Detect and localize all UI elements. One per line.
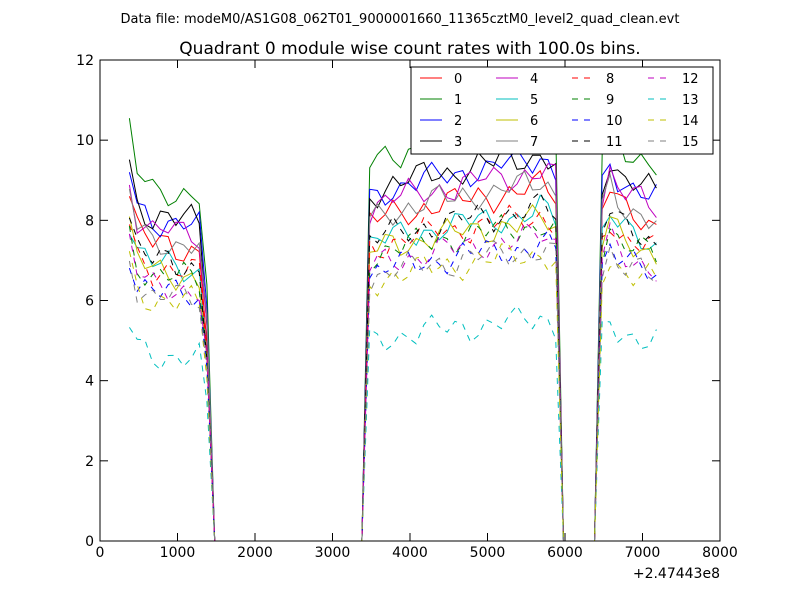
legend-label-9: 9 [606,93,614,108]
y-tick-label: 0 [85,534,94,550]
x-tick-label: 6000 [547,545,583,561]
legend-label-6: 6 [530,114,538,129]
legend-label-4: 4 [530,72,538,87]
y-tick-label: 8 [85,213,94,229]
x-tick-label: 5000 [470,545,506,561]
y-tick-label: 4 [85,374,94,390]
chart-title: Quadrant 0 module wise count rates with … [179,39,640,59]
series-line-2 [128,148,657,542]
legend-label-12: 12 [682,72,699,87]
chart-supertitle: Data file: modeM0/AS1G08_062T01_90000016… [121,12,680,27]
x-tick-label: 8000 [702,545,738,561]
legend-label-0: 0 [454,72,462,87]
legend-label-3: 3 [454,135,462,150]
legend-label-10: 10 [606,114,623,129]
series-line-12 [128,221,657,542]
series-line-1 [128,107,657,542]
legend-label-5: 5 [530,93,538,108]
legend-label-1: 1 [454,93,462,108]
x-tick-label: 4000 [392,545,428,561]
x-offset-label: +2.47443e8 [633,566,720,582]
y-tick-label: 2 [85,454,94,470]
legend-label-13: 13 [682,93,699,108]
legend-label-14: 14 [682,114,699,129]
x-tick-label: 0 [96,545,105,561]
legend-label-8: 8 [606,72,614,87]
plot-lines [128,107,657,542]
legend-label-2: 2 [454,114,462,129]
x-axis: 0 1000 2000 3000 4000 5000 6000 7000 8000 [96,60,738,561]
y-tick-label: 6 [85,294,94,310]
x-tick-label: 1000 [160,545,196,561]
x-tick-label: 3000 [315,545,351,561]
y-tick-label: 12 [76,53,94,69]
x-tick-label: 7000 [625,545,661,561]
y-tick-label: 10 [76,133,94,149]
legend-box [410,66,714,155]
x-tick-label: 2000 [237,545,273,561]
legend-label-7: 7 [530,135,538,150]
legend-label-15: 15 [682,135,699,150]
legend-label-11: 11 [606,135,623,150]
series-line-15 [128,239,657,542]
